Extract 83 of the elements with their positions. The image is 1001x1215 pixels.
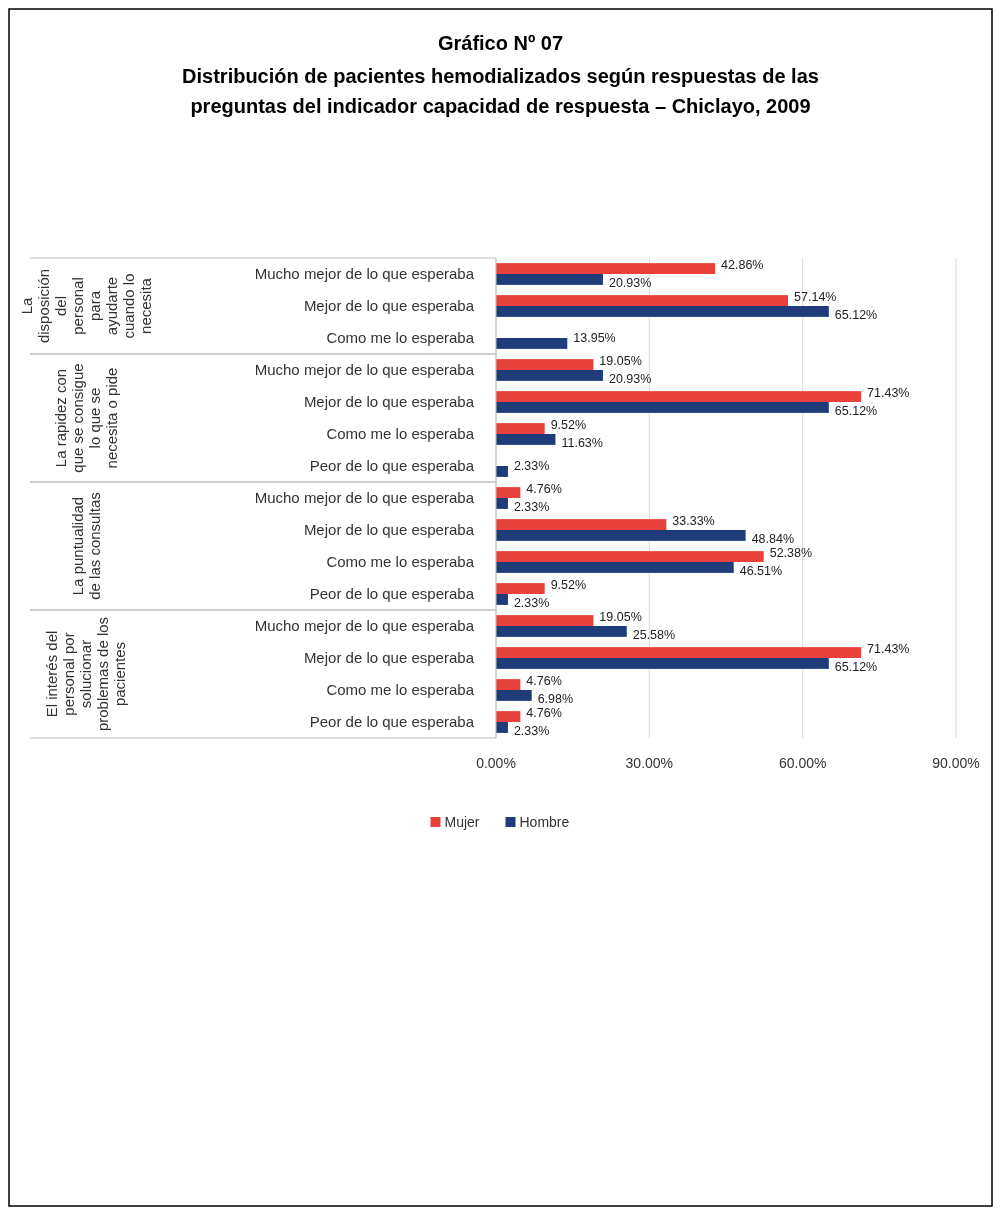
bar <box>496 562 734 573</box>
bar <box>496 594 508 605</box>
data-label: 25.58% <box>632 628 676 642</box>
y-tick-label: Peor de lo que esperaba <box>309 585 475 602</box>
bar <box>496 295 789 306</box>
bar <box>496 583 545 594</box>
x-tick-label: 30.00% <box>625 755 674 771</box>
data-label: 46.51% <box>739 564 783 578</box>
y-tick-label: Como me lo esperaba <box>326 553 475 570</box>
bar <box>496 402 829 413</box>
data-label: 33.33% <box>672 514 715 528</box>
data-label: 71.43% <box>867 642 910 656</box>
text: La disposición del personal para ayudarte cuando lo necesita <box>17 268 154 344</box>
bar <box>496 615 594 626</box>
y-tick-label: Como me lo esperaba <box>326 681 475 698</box>
y-tick-label: Mejor de lo que esperaba <box>303 521 475 538</box>
bar <box>496 498 508 509</box>
bar <box>496 658 829 669</box>
data-label: 11.63% <box>561 436 603 450</box>
text: La puntualidad de las consultas <box>68 492 103 600</box>
x-tick-label: 0.00% <box>476 755 516 771</box>
bar <box>496 370 603 381</box>
y-tick-label: Mucho mejor de lo que esperaba <box>254 489 475 506</box>
y-tick-label: Mejor de lo que esperaba <box>303 297 475 314</box>
x-tick-label: 90.00% <box>932 755 980 771</box>
bar <box>496 626 627 637</box>
data-label: 20.93% <box>608 372 652 386</box>
data-label: 2.33% <box>513 724 550 738</box>
data-label: 4.76% <box>526 674 562 688</box>
bar <box>496 519 667 530</box>
bar <box>496 466 508 477</box>
y-tick-label: Como me lo esperaba <box>326 329 475 346</box>
data-label: 2.33% <box>513 596 550 610</box>
bar <box>496 434 556 445</box>
data-label: 9.52% <box>550 578 587 592</box>
bar <box>496 551 764 562</box>
x-tick-label: 60.00% <box>778 755 827 771</box>
chart-title: Gráfico Nº 07 <box>437 32 564 54</box>
data-label: 42.86% <box>721 258 764 272</box>
data-label: 52.38% <box>769 546 813 560</box>
bar <box>496 530 746 541</box>
data-label: 19.05% <box>599 354 642 368</box>
data-label: 57.14% <box>794 290 837 304</box>
legend-label: Mujer <box>444 814 480 830</box>
data-label: 13.95% <box>573 331 616 345</box>
bar <box>496 391 862 402</box>
bar <box>496 487 521 498</box>
data-label: 48.84% <box>751 532 795 546</box>
y-tick-label: Mucho mejor de lo que esperaba <box>254 617 475 634</box>
data-label: 65.12% <box>834 404 878 418</box>
bar <box>496 722 508 733</box>
bar <box>496 263 716 274</box>
y-tick-label: Mejor de lo que esperaba <box>303 649 475 666</box>
data-label: 19.05% <box>599 610 642 624</box>
text: El interés del personal por solucionar problemas de los pacientes <box>43 616 128 732</box>
bar <box>496 306 829 317</box>
y-tick-label: Mejor de lo que esperaba <box>303 393 475 410</box>
bar <box>496 338 568 349</box>
data-label: 71.43% <box>867 386 910 400</box>
data-label: 2.33% <box>513 500 550 514</box>
data-label: 4.76% <box>526 706 562 720</box>
bar <box>496 647 862 658</box>
data-label: 6.98% <box>537 692 574 706</box>
y-tick-label: Peor de lo que esperaba <box>309 457 475 474</box>
data-label: 65.12% <box>834 660 878 674</box>
bar <box>496 711 521 722</box>
bar <box>496 690 532 701</box>
legend-label: Hombre <box>519 814 570 830</box>
y-tick-label: Como me lo esperaba <box>326 425 475 442</box>
data-label: 65.12% <box>834 308 878 322</box>
data-label: 9.52% <box>550 418 587 432</box>
bar <box>496 679 521 690</box>
y-tick-label: Mucho mejor de lo que esperaba <box>254 265 475 282</box>
text: La rapidez con que se consigue lo que se necesita o pide <box>51 363 120 473</box>
data-label: 20.93% <box>608 276 652 290</box>
y-tick-label: Mucho mejor de lo que esperaba <box>254 361 475 378</box>
y-tick-label: Peor de lo que esperaba <box>309 713 475 730</box>
bar <box>496 359 594 370</box>
bar <box>496 274 603 285</box>
data-label: 4.76% <box>526 482 562 496</box>
chart-subtitle: Distribución de pacientes hemodializados según respuestas de las preguntas del indicador capacidad de respuesta – Chiclayo, 2009 <box>182 65 819 117</box>
bar <box>496 423 545 434</box>
data-label: 2.33% <box>513 459 550 473</box>
